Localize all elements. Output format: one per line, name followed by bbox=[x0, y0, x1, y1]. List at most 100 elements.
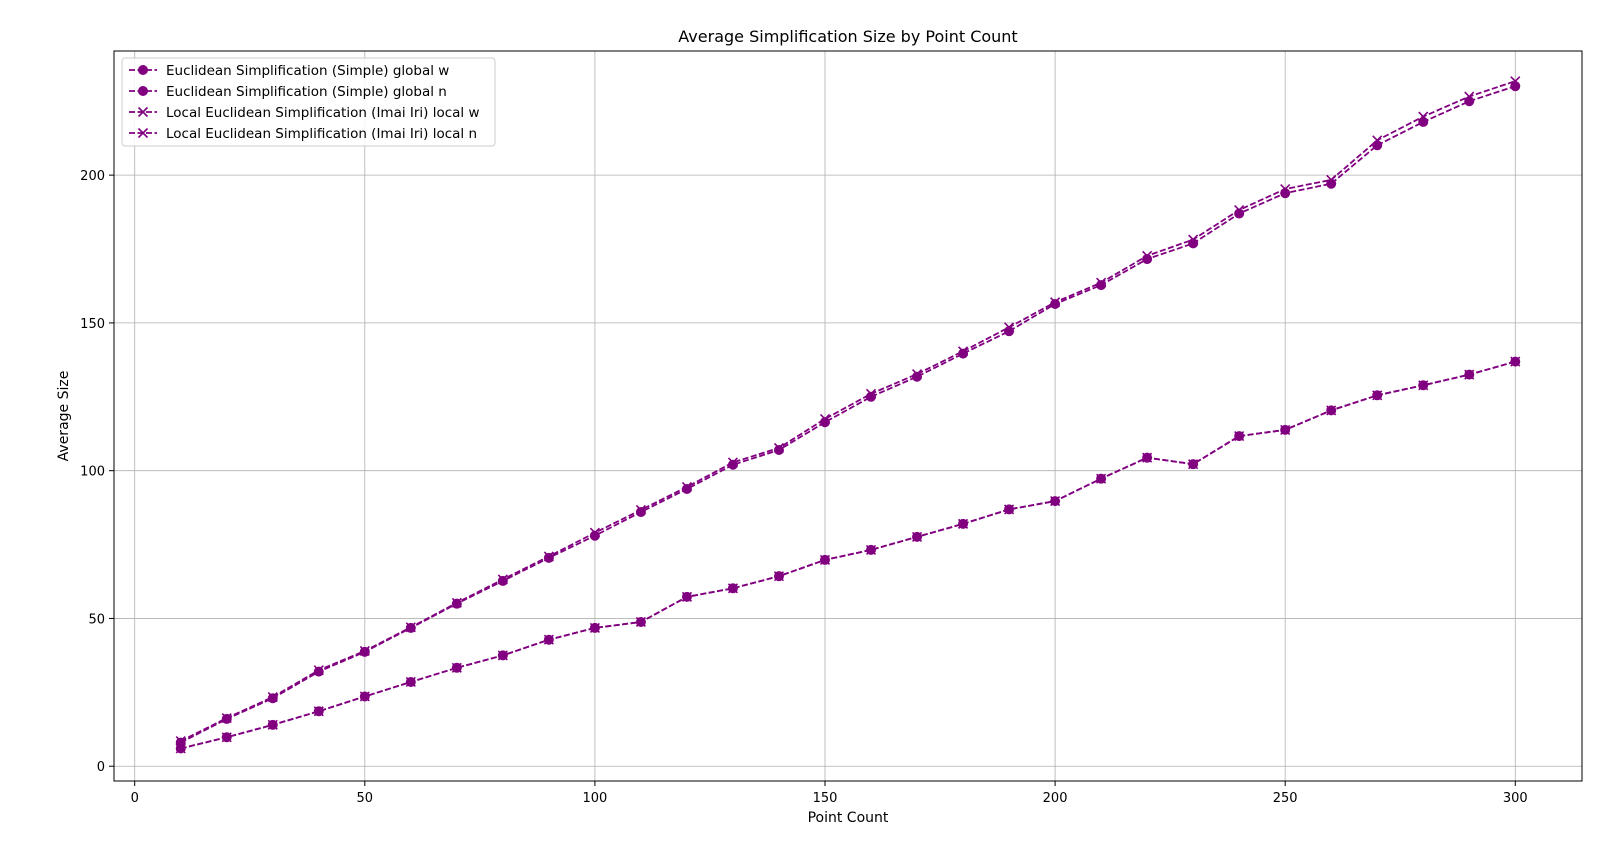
data-point bbox=[313, 665, 324, 676]
data-point bbox=[1234, 431, 1245, 442]
legend-marker bbox=[138, 86, 148, 96]
data-point bbox=[1510, 356, 1521, 367]
data-point bbox=[773, 442, 785, 453]
data-point bbox=[359, 645, 370, 657]
data-point bbox=[1464, 91, 1475, 102]
data-point bbox=[727, 583, 739, 594]
legend-item: Euclidean Simplification (Simple) global… bbox=[129, 84, 447, 100]
y-tick-label: 50 bbox=[88, 612, 105, 627]
data-point bbox=[727, 457, 739, 468]
data-point bbox=[1050, 496, 1061, 507]
x-tick-label: 300 bbox=[1503, 791, 1528, 806]
y-tick-label: 150 bbox=[80, 317, 105, 332]
data-point bbox=[911, 368, 923, 380]
series-line bbox=[180, 80, 1516, 742]
legend-item: Local Euclidean Simplification (Imai Iri… bbox=[129, 126, 477, 142]
data-point bbox=[1096, 473, 1107, 484]
legend: Euclidean Simplification (Simple) global… bbox=[121, 57, 496, 147]
data-point bbox=[497, 575, 508, 586]
data-point bbox=[267, 691, 278, 703]
data-point bbox=[819, 413, 831, 425]
data-point bbox=[1464, 369, 1475, 380]
series-3 bbox=[175, 356, 1521, 754]
series-4 bbox=[175, 76, 1521, 747]
data-point bbox=[1418, 380, 1429, 391]
data-point bbox=[1372, 390, 1383, 401]
legend-frame bbox=[121, 57, 496, 147]
data-point bbox=[1464, 96, 1475, 107]
data-point bbox=[221, 732, 232, 743]
legend-label: Local Euclidean Simplification (Imai Iri… bbox=[166, 126, 477, 142]
legend-marker bbox=[137, 127, 149, 139]
legend-marker bbox=[137, 106, 149, 118]
data-point bbox=[911, 531, 923, 542]
data-point bbox=[1188, 459, 1199, 470]
data-point bbox=[635, 616, 646, 628]
x-tick-label: 50 bbox=[357, 791, 374, 806]
plot-area-border bbox=[113, 50, 1583, 782]
data-point bbox=[543, 634, 554, 645]
legend-label: Euclidean Simplification (Simple) global… bbox=[166, 84, 447, 100]
y-axis-label: Average Size bbox=[56, 371, 72, 462]
data-point bbox=[1326, 405, 1337, 416]
data-point bbox=[1280, 424, 1291, 435]
data-point bbox=[1510, 76, 1521, 87]
data-point bbox=[957, 346, 969, 357]
data-point bbox=[589, 527, 600, 538]
x-tick-label: 100 bbox=[582, 791, 607, 806]
data-point bbox=[1142, 250, 1153, 261]
data-point bbox=[1372, 140, 1383, 151]
data-point bbox=[1188, 234, 1199, 245]
data-point bbox=[451, 662, 462, 673]
y-tick-label: 100 bbox=[80, 465, 105, 480]
data-point bbox=[405, 622, 416, 633]
data-point bbox=[589, 622, 600, 633]
data-point bbox=[1234, 204, 1245, 216]
data-point bbox=[635, 504, 646, 516]
data-point bbox=[543, 551, 554, 562]
legend-label: Local Euclidean Simplification (Imai Iri… bbox=[166, 105, 480, 121]
data-point bbox=[313, 706, 324, 717]
data-point bbox=[451, 597, 462, 608]
legend-label: Euclidean Simplification (Simple) global… bbox=[166, 63, 449, 79]
data-point bbox=[681, 481, 692, 492]
x-axis-label: Point Count bbox=[808, 810, 889, 826]
data-point bbox=[1004, 504, 1015, 515]
legend-item: Euclidean Simplification (Simple) global… bbox=[129, 63, 449, 79]
x-tick-label: 0 bbox=[131, 791, 139, 806]
data-point bbox=[1004, 322, 1015, 333]
data-point bbox=[865, 544, 877, 555]
series-layer bbox=[175, 76, 1521, 754]
data-point bbox=[405, 676, 416, 688]
legend-item: Local Euclidean Simplification (Imai Iri… bbox=[129, 105, 480, 121]
data-point bbox=[819, 554, 831, 565]
data-point bbox=[1372, 135, 1383, 146]
data-point bbox=[267, 719, 278, 730]
data-point bbox=[497, 650, 508, 661]
data-point bbox=[1326, 174, 1337, 185]
data-point bbox=[865, 388, 877, 399]
x-tick-label: 200 bbox=[1043, 791, 1068, 806]
x-tick-label: 150 bbox=[813, 791, 838, 806]
data-point bbox=[1142, 452, 1153, 463]
data-point bbox=[957, 518, 969, 529]
y-tick-label: 200 bbox=[80, 169, 105, 184]
axis-ticks: 0 50 100 150 200 250 300 0 50 100 150 200 bbox=[80, 169, 1528, 806]
data-point bbox=[681, 591, 692, 602]
legend-marker bbox=[138, 65, 148, 75]
data-point bbox=[497, 574, 508, 585]
grid bbox=[114, 51, 1582, 781]
data-point bbox=[1050, 297, 1061, 308]
x-tick-label: 250 bbox=[1273, 791, 1298, 806]
y-tick-label: 0 bbox=[97, 760, 105, 775]
data-point bbox=[773, 571, 785, 582]
data-point bbox=[175, 743, 186, 754]
series-line bbox=[180, 360, 1516, 750]
data-point bbox=[221, 712, 232, 724]
data-point bbox=[359, 691, 370, 702]
data-point bbox=[1418, 111, 1429, 122]
data-point bbox=[175, 736, 186, 747]
chart-title: Average Simplification Size by Point Cou… bbox=[678, 27, 1017, 46]
data-point bbox=[1096, 277, 1107, 288]
